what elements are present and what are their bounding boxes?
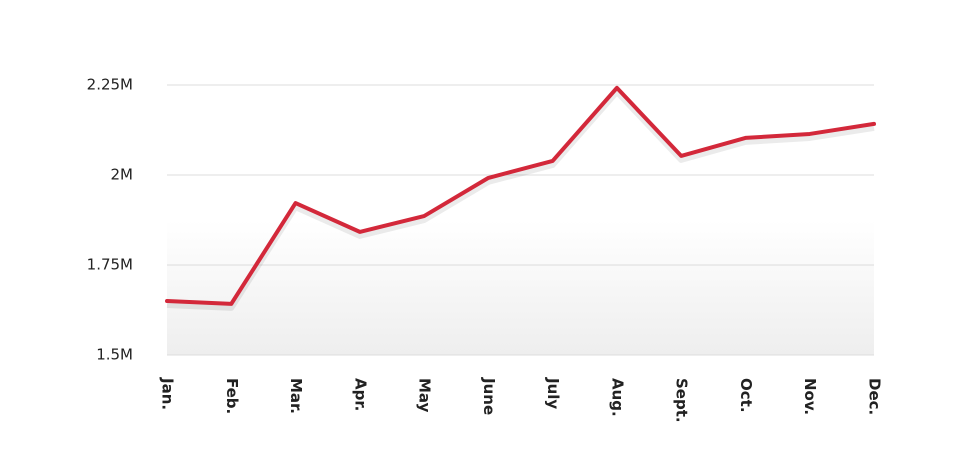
x-tick-label: Aug. — [608, 378, 626, 417]
x-tick-label: Apr. — [351, 378, 369, 411]
y-tick-label: 1.75M — [87, 256, 133, 274]
y-tick-label: 1.5M — [96, 346, 133, 364]
x-tick-label: Mar. — [287, 378, 305, 414]
x-tick-label: Nov. — [801, 378, 819, 415]
data-line — [165, 85, 876, 306]
x-tick-label: Feb. — [223, 378, 241, 414]
x-tick-label: Dec. — [866, 378, 884, 415]
x-tick-label: Jan. — [159, 377, 177, 410]
plot-background — [167, 220, 874, 355]
x-tick-label: July — [544, 377, 562, 409]
x-tick-label: Sept. — [673, 378, 691, 423]
y-tick-label: 2.25M — [87, 76, 133, 94]
line-shadow — [166, 88, 875, 311]
x-tick-label: Oct. — [737, 378, 755, 413]
y-tick-label: 2M — [111, 166, 134, 184]
x-tick-label: May — [416, 378, 434, 413]
x-tick-label: June — [480, 377, 498, 415]
